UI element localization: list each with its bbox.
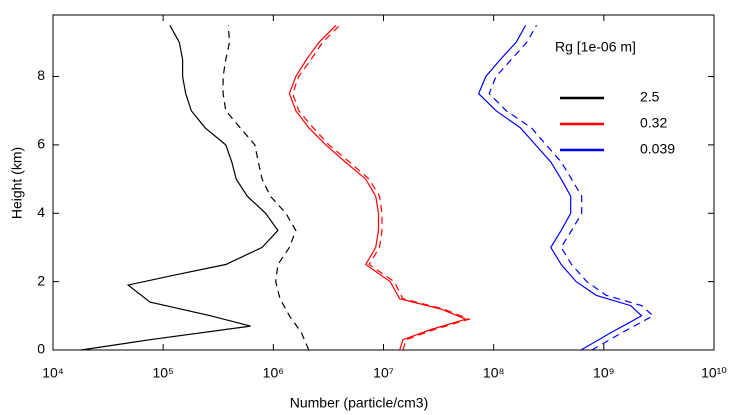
x-tick-label: 10⁵: [152, 365, 173, 381]
profile-line: [288, 24, 468, 351]
y-tick-label: 8: [37, 67, 45, 83]
y-axis-label: Height (km): [9, 147, 25, 219]
x-tick-label: 10⁸: [483, 365, 505, 381]
profile-line: [292, 24, 472, 351]
x-tick-label: 10⁴: [42, 365, 64, 381]
x-tick-label: 10⁹: [593, 365, 615, 381]
x-tick-label: 10⁷: [373, 365, 394, 381]
profile-line: [222, 25, 310, 351]
y-tick-label: 4: [37, 204, 45, 220]
plot-frame: [52, 14, 715, 351]
y-tick-label: 6: [37, 136, 45, 152]
x-tick-label: 10¹⁰: [701, 365, 727, 381]
legend-label: 0.039: [640, 141, 675, 157]
y-tick-label: 0: [37, 341, 45, 357]
legend-label: 0.32: [640, 115, 667, 131]
legend-title: Rg [1e-06 m]: [555, 39, 636, 55]
x-axis-label: Number (particle/cm3): [290, 395, 428, 411]
y-tick-label: 2: [37, 272, 45, 288]
profile-line: [477, 25, 643, 351]
legend-label: 2.5: [640, 89, 660, 105]
profile-line: [488, 25, 655, 351]
profile-line: [81, 25, 279, 351]
x-tick-label: 10⁶: [263, 365, 284, 381]
